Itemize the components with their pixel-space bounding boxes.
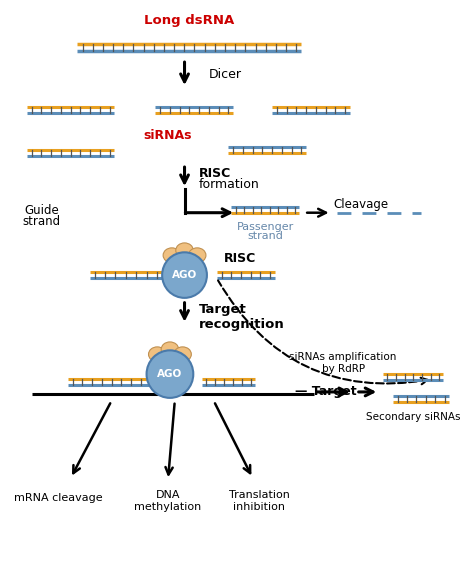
Text: Dicer: Dicer [209,68,242,81]
Text: methylation: methylation [134,502,201,512]
Text: Cleavage: Cleavage [333,198,389,211]
Text: mRNA cleavage: mRNA cleavage [14,493,102,503]
Text: Passenger: Passenger [237,222,294,232]
Text: Long dsRNA: Long dsRNA [144,14,235,27]
Ellipse shape [161,342,179,357]
Text: DNA: DNA [156,490,180,500]
Text: strand: strand [247,232,283,241]
Ellipse shape [148,347,166,362]
Text: formation: formation [199,178,260,191]
Text: Translation: Translation [229,490,290,500]
Text: AGO: AGO [172,270,197,280]
Circle shape [162,252,207,298]
Ellipse shape [176,243,193,258]
Text: Secondary siRNAs: Secondary siRNAs [366,412,461,421]
Text: Guide: Guide [24,204,59,217]
Text: RISC: RISC [199,166,231,179]
Text: by RdRP: by RdRP [322,364,365,374]
Text: AGO: AGO [157,369,182,379]
Ellipse shape [189,248,206,263]
Text: strand: strand [22,215,61,228]
Text: Target: Target [199,303,247,316]
Text: — Target: — Target [294,386,356,398]
Text: inhibition: inhibition [234,502,285,512]
Text: siRNAs amplification: siRNAs amplification [290,352,397,362]
Text: RISC: RISC [223,252,255,265]
Ellipse shape [163,248,181,263]
Text: recognition: recognition [199,318,285,331]
Ellipse shape [174,347,191,362]
Circle shape [146,350,193,398]
Text: siRNAs: siRNAs [144,129,192,142]
